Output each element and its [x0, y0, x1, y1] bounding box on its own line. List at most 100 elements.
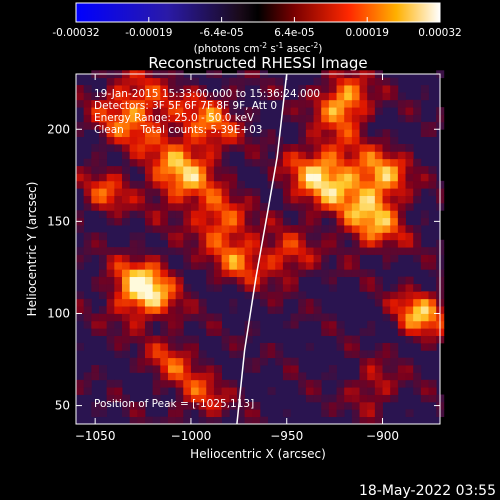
heatmap-pixel: [98, 247, 108, 255]
heatmap-pixel: [298, 144, 307, 152]
heatmap-pixel: [298, 210, 307, 219]
heatmap-pixel: [213, 225, 222, 233]
heatmap-pixel: [344, 144, 353, 152]
heatmap-pixel: [267, 261, 276, 270]
heatmap-pixel: [221, 247, 230, 255]
heatmap-pixel: [83, 114, 92, 123]
heatmap-pixel: [275, 225, 284, 233]
heatmap-pixel: [183, 350, 192, 359]
heatmap-pixel: [359, 121, 368, 130]
heatmap-pixel: [344, 225, 353, 233]
heatmap-pixel: [144, 335, 154, 344]
heatmap-pixel: [229, 269, 238, 278]
heatmap-pixel: [236, 77, 245, 86]
heatmap-pixel: [336, 247, 345, 255]
heatmap-pixel: [298, 313, 307, 322]
heatmap-pixel: [275, 239, 284, 248]
heatmap-pixel: [167, 107, 177, 115]
heatmap-pixel: [390, 85, 399, 93]
heatmap-pixel: [351, 409, 360, 418]
heatmap-pixel: [397, 328, 406, 336]
heatmap-pixel: [321, 261, 330, 270]
heatmap-pixel: [336, 269, 345, 278]
heatmap-pixel: [121, 401, 131, 410]
heatmap-pixel: [106, 306, 115, 314]
heatmap-pixel: [213, 401, 222, 410]
heatmap-pixel: [144, 306, 154, 314]
heatmap-pixel: [198, 254, 207, 263]
heatmap-pixel: [144, 291, 154, 300]
heatmap-pixel: [137, 401, 146, 410]
heatmap-pixel: [98, 202, 108, 211]
heatmap-pixel: [413, 107, 422, 115]
heatmap-pixel: [305, 114, 314, 123]
heatmap-pixel: [397, 284, 406, 292]
heatmap-pixel: [152, 158, 161, 167]
heatmap-pixel: [236, 121, 245, 130]
heatmap-pixel: [413, 158, 422, 167]
heatmap-pixel: [382, 173, 391, 182]
heatmap-pixel: [144, 350, 154, 359]
heatmap-pixel: [252, 409, 261, 418]
heatmap-pixel: [298, 217, 307, 226]
heatmap-pixel: [328, 372, 337, 381]
heatmap-pixel: [190, 254, 200, 263]
heatmap-pixel: [420, 387, 429, 395]
heatmap-pixel: [152, 114, 161, 123]
heatmap-pixel: [206, 261, 215, 270]
heatmap-pixel: [328, 320, 337, 329]
heatmap-pixel: [144, 180, 154, 189]
heatmap-pixel: [336, 144, 345, 152]
heatmap-pixel: [367, 144, 376, 152]
heatmap-pixel: [367, 320, 376, 329]
heatmap-pixel: [106, 202, 115, 211]
heatmap-pixel: [167, 136, 177, 145]
heatmap-pixel: [374, 276, 383, 285]
heatmap-pixel: [190, 239, 200, 248]
heatmap-pixel: [229, 239, 238, 248]
heatmap-pixel: [229, 394, 238, 403]
heatmap-pixel: [428, 387, 437, 395]
heatmap-pixel: [175, 99, 184, 108]
heatmap-pixel: [98, 409, 108, 418]
heatmap-pixel: [282, 107, 291, 115]
heatmap-pixel: [144, 342, 154, 351]
heatmap-pixel: [144, 254, 154, 263]
heatmap-pixel: [351, 202, 360, 211]
heatmap-pixel: [413, 166, 422, 174]
heatmap-pixel: [382, 144, 391, 152]
heatmap-pixel: [405, 365, 414, 373]
heatmap-pixel: [167, 335, 177, 344]
heatmap-pixel: [198, 210, 207, 219]
heatmap-pixel: [390, 77, 399, 86]
heatmap-pixel: [206, 158, 215, 167]
heatmap-pixel: [144, 121, 154, 130]
heatmap-pixel: [144, 151, 154, 160]
heatmap-pixel: [290, 284, 299, 292]
heatmap-pixel: [336, 114, 345, 123]
heatmap-pixel: [313, 247, 322, 255]
heatmap-pixel: [298, 166, 307, 174]
heatmap-pixel: [198, 379, 207, 388]
heatmap-pixel: [336, 85, 345, 93]
heatmap-pixel: [76, 247, 85, 255]
heatmap-pixel: [206, 151, 215, 160]
heatmap-pixel: [420, 121, 429, 130]
heatmap-pixel: [313, 151, 322, 160]
y-tick-label: 50: [55, 399, 70, 413]
heatmap-pixel: [259, 261, 268, 270]
heatmap-pixel: [405, 144, 414, 152]
heatmap-pixel: [298, 202, 307, 211]
heatmap-pixel: [382, 394, 391, 403]
heatmap-pixel: [374, 77, 383, 86]
heatmap-pixel: [298, 239, 307, 248]
heatmap-pixel: [267, 291, 276, 300]
heatmap-pixel: [229, 77, 238, 86]
heatmap-pixel: [198, 225, 207, 233]
heatmap-pixel: [290, 188, 299, 196]
heatmap-pixel: [282, 372, 291, 381]
heatmap-pixel: [83, 158, 92, 167]
heatmap-pixel: [206, 202, 215, 211]
heatmap-pixel: [137, 232, 146, 241]
heatmap-pixel: [98, 129, 108, 138]
